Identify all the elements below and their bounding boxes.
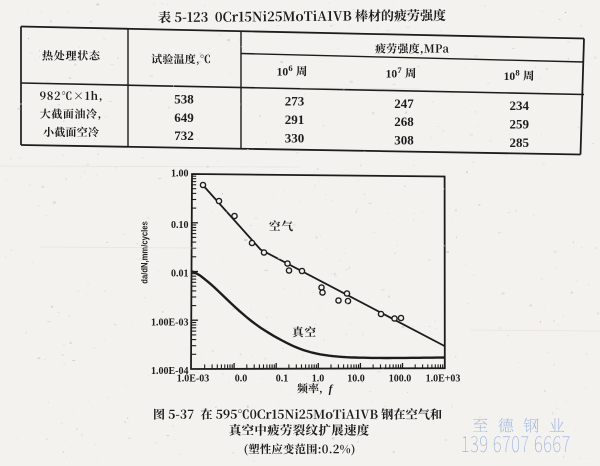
svg-text:732: 732 — [174, 128, 194, 143]
svg-text:234: 234 — [510, 98, 530, 113]
svg-text:0.10: 0.10 — [171, 220, 189, 231]
svg-text:268: 268 — [394, 114, 414, 129]
svg-text:0.01: 0.01 — [171, 268, 189, 279]
svg-text:10: 10 — [386, 67, 398, 80]
svg-text:649: 649 — [174, 110, 194, 125]
svg-text:0.1: 0.1 — [276, 373, 289, 384]
svg-text:10: 10 — [504, 70, 516, 83]
svg-text:6: 6 — [288, 63, 293, 73]
svg-text:10: 10 — [277, 65, 289, 78]
svg-text:8: 8 — [515, 68, 520, 78]
svg-text:285: 285 — [510, 135, 530, 150]
svg-text:1.00E-04: 1.00E-04 — [151, 366, 189, 377]
svg-text:100.0: 100.0 — [389, 373, 412, 384]
svg-text:538: 538 — [174, 92, 194, 107]
svg-text:f: f — [329, 383, 334, 395]
svg-text:330: 330 — [285, 130, 305, 145]
svg-text:308: 308 — [394, 133, 414, 148]
svg-text:291: 291 — [285, 112, 305, 127]
svg-text:273: 273 — [285, 94, 305, 109]
svg-text:259: 259 — [510, 117, 530, 132]
svg-text:7: 7 — [397, 65, 402, 75]
svg-text:1.0: 1.0 — [312, 373, 325, 384]
svg-text:247: 247 — [394, 96, 414, 111]
svg-text:1.00E-03: 1.00E-03 — [151, 317, 189, 328]
svg-text:da/dN,mm/cycles: da/dN,mm/cycles — [139, 221, 150, 284]
svg-text:1.00: 1.00 — [171, 168, 189, 179]
svg-text:1.0E+03: 1.0E+03 — [426, 373, 461, 384]
svg-text:10.0: 10.0 — [347, 373, 365, 384]
svg-text:1.0E-03: 1.0E-03 — [177, 373, 210, 384]
